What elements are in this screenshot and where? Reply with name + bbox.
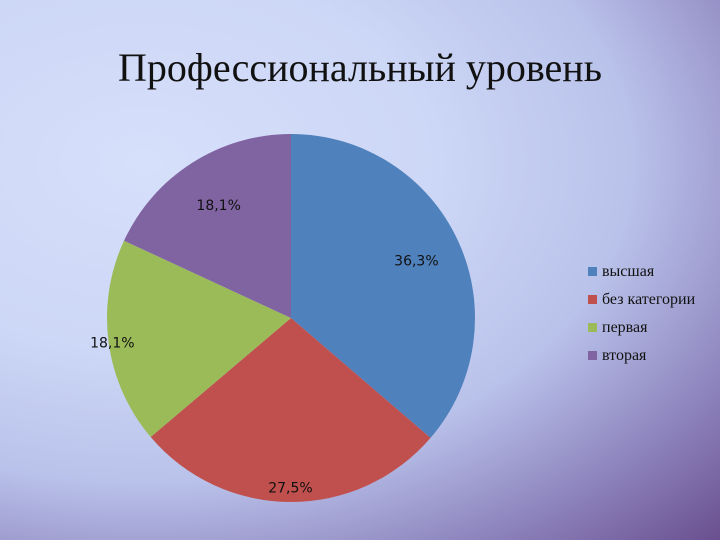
legend-item-vtoraya: вторая — [588, 347, 695, 375]
legend: высшая без категории первая вторая — [588, 263, 695, 375]
data-label: 27,5% — [268, 480, 312, 496]
pie-slice — [107, 240, 291, 438]
legend-swatch — [588, 351, 597, 360]
legend-label: вторая — [602, 347, 647, 364]
pie-slice — [124, 134, 292, 318]
legend-item-pervaya: первая — [588, 319, 695, 347]
data-label: 18,1% — [196, 198, 240, 214]
legend-item-vysshaya: высшая — [588, 263, 695, 291]
legend-swatch — [588, 323, 597, 332]
pie-slice — [291, 134, 476, 438]
page-title: Профессиональный уровень — [118, 45, 602, 90]
legend-swatch — [588, 295, 597, 304]
data-label: 18,1% — [90, 335, 134, 351]
legend-label: без категории — [602, 291, 696, 308]
data-label: 36,3% — [394, 253, 438, 269]
pie-slice — [150, 318, 431, 502]
legend-label: высшая — [602, 263, 655, 280]
legend-label: первая — [602, 319, 648, 336]
legend-swatch — [588, 267, 597, 276]
legend-item-bez-kategorii: без категории — [588, 291, 695, 319]
